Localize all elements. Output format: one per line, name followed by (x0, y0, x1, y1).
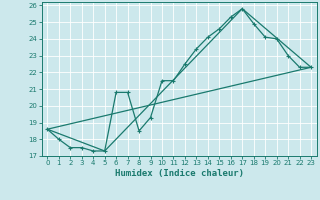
X-axis label: Humidex (Indice chaleur): Humidex (Indice chaleur) (115, 169, 244, 178)
